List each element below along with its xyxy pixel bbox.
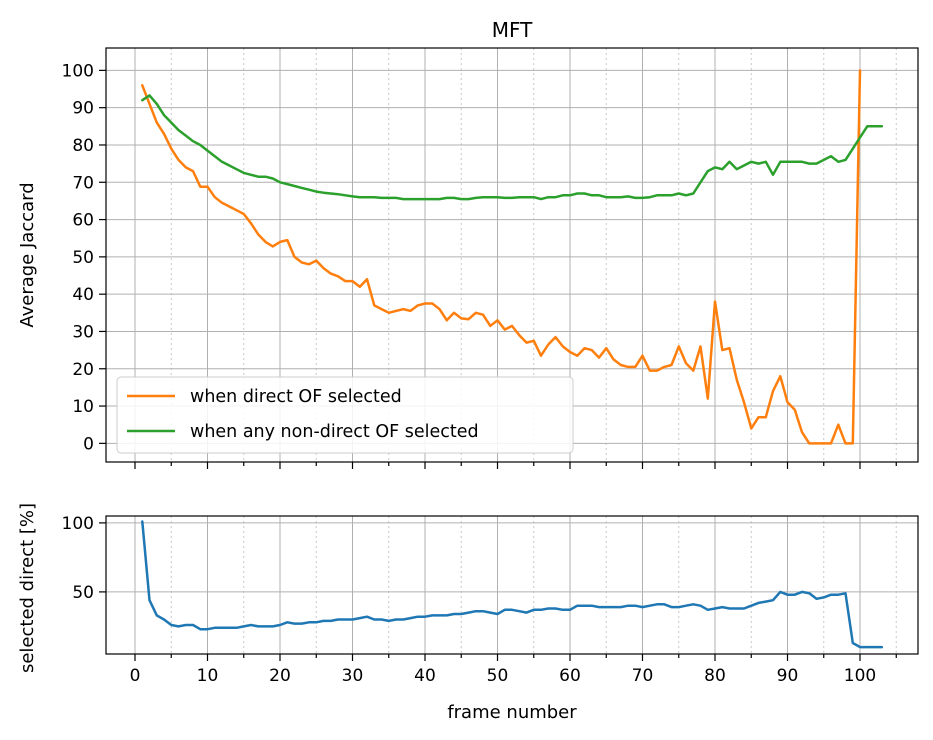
bottom-y-tick-label: 50 <box>72 583 94 603</box>
legend-box <box>116 376 574 454</box>
x-tick-label: 60 <box>559 666 581 686</box>
top-y-tick-label: 20 <box>72 360 94 380</box>
top-y-tick-label: 100 <box>62 61 94 81</box>
bottom-series-line-0 <box>141 520 884 649</box>
x-tick-label: 30 <box>342 666 364 686</box>
x-tick-label: 70 <box>632 666 654 686</box>
x-tick-label: 50 <box>487 666 509 686</box>
bottom-y-tick-label: 100 <box>62 514 94 534</box>
bottom-plot-area: 0 10 20 30 40 50 60 70 80 90 100 50 100 selected dir… <box>17 503 919 723</box>
top-y-tick-label: 40 <box>72 285 94 305</box>
top-plot-frame <box>105 47 919 463</box>
bottom-plot-frame <box>105 515 919 655</box>
top-y-tick-label: 80 <box>72 136 94 156</box>
legend: when direct OF selected when any non-dir… <box>116 376 574 454</box>
top-y-tick-label: 90 <box>72 99 94 119</box>
top-y-tick-label: 10 <box>72 397 94 417</box>
x-tick-label: 100 <box>844 666 876 686</box>
chart-title: MFT <box>492 18 533 42</box>
x-tick-label: 20 <box>269 666 291 686</box>
top-y-tick-label: 50 <box>72 248 94 268</box>
x-axis-label: frame number <box>447 702 577 723</box>
bottom-y-axis-label: selected direct [%] <box>17 503 38 673</box>
top-y-tick-label: 70 <box>72 173 94 193</box>
top-y-tick-label: 60 <box>72 211 94 231</box>
top-y-axis-label: Average Jaccard <box>17 182 38 327</box>
top-plot-area: 0 10 20 30 40 50 60 70 80 90 100 when direct OF se… <box>17 47 919 469</box>
x-tick-label: 90 <box>777 666 799 686</box>
top-y-tick-label: 0 <box>83 434 94 454</box>
top-series-line-0 <box>141 69 862 445</box>
x-tick-label: 0 <box>130 666 141 686</box>
x-tick-label: 80 <box>704 666 726 686</box>
legend-label-direct: when direct OF selected <box>190 387 402 407</box>
top-series-line-1 <box>141 94 884 201</box>
x-tick-label: 40 <box>414 666 436 686</box>
legend-label-non-direct: when any non-direct OF selected <box>190 422 479 442</box>
x-tick-label: 10 <box>197 666 219 686</box>
top-y-tick-label: 30 <box>72 322 94 342</box>
